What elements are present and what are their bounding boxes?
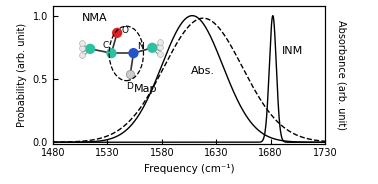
Text: Abs.: Abs. — [191, 66, 215, 76]
Text: Map: Map — [134, 84, 157, 94]
Y-axis label: Absorbance (arb. unit): Absorbance (arb. unit) — [336, 20, 346, 130]
Y-axis label: Probability (arb. unit): Probability (arb. unit) — [17, 22, 27, 127]
X-axis label: Frequency (cm⁻¹): Frequency (cm⁻¹) — [144, 164, 234, 174]
Text: INM: INM — [282, 46, 303, 56]
